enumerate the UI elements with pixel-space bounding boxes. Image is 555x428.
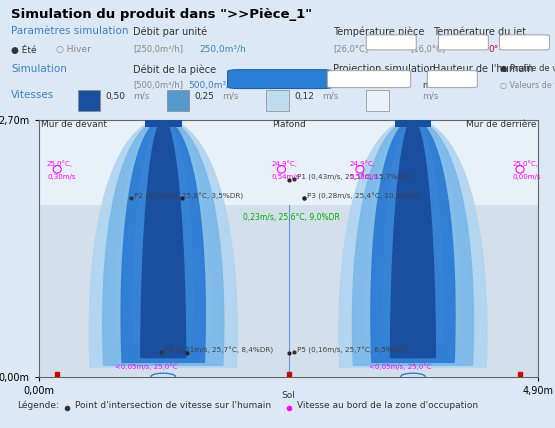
FancyBboxPatch shape xyxy=(327,71,411,88)
FancyBboxPatch shape xyxy=(438,35,488,50)
FancyBboxPatch shape xyxy=(500,35,549,50)
Text: [500,0m³/h]: [500,0m³/h] xyxy=(133,81,183,90)
Polygon shape xyxy=(121,120,163,363)
Text: Mur de devant: Mur de devant xyxy=(41,120,107,129)
Text: 0,30m/s: 0,30m/s xyxy=(47,174,75,180)
Bar xyxy=(366,90,388,111)
Text: P1 (0,43m/s, 25,1°C, 15,7%DR): P1 (0,43m/s, 25,1°C, 15,7%DR) xyxy=(297,173,411,181)
Polygon shape xyxy=(141,120,185,358)
Text: 35°: 35° xyxy=(511,39,526,48)
Text: Simulation du produit dans ">>Pièce_1": Simulation du produit dans ">>Pièce_1" xyxy=(11,8,312,21)
Text: 0,50: 0,50 xyxy=(105,92,125,101)
Text: P4 (0,21m/s, 25,7°C, 8,4%DR): P4 (0,21m/s, 25,7°C, 8,4%DR) xyxy=(164,346,274,354)
Text: Débit de la pièce: Débit de la pièce xyxy=(133,64,216,74)
Text: ● Été: ● Été xyxy=(11,45,37,55)
Text: m/s: m/s xyxy=(133,92,150,101)
Text: 25,0°C,: 25,0°C, xyxy=(47,160,73,167)
Text: ○ Hiver: ○ Hiver xyxy=(56,45,90,54)
Text: 0,23m/s, 25,6°C, 9,0%DR: 0,23m/s, 25,6°C, 9,0%DR xyxy=(243,213,340,222)
Text: Point d'intersection de vitesse sur l'humain: Point d'intersection de vitesse sur l'hu… xyxy=(75,401,271,410)
Text: Température pièce: Température pièce xyxy=(333,27,425,37)
Polygon shape xyxy=(413,120,455,363)
Text: Sol: Sol xyxy=(281,391,295,400)
Text: 0,58m/s: 0,58m/s xyxy=(350,174,378,180)
Text: Débit par unité: Débit par unité xyxy=(133,27,208,37)
Polygon shape xyxy=(352,120,413,365)
Text: 16,0°C: 16,0°C xyxy=(450,39,478,48)
FancyBboxPatch shape xyxy=(366,35,416,50)
Polygon shape xyxy=(339,120,413,367)
Text: 25,0°C,: 25,0°C, xyxy=(513,160,539,167)
Text: 26,0°C: 26,0°C xyxy=(377,39,406,48)
Bar xyxy=(395,118,431,128)
Text: 0,12: 0,12 xyxy=(294,92,314,101)
Bar xyxy=(166,90,189,111)
Bar xyxy=(266,90,289,111)
Polygon shape xyxy=(413,120,473,365)
Text: Légende:: Légende: xyxy=(17,401,58,410)
Text: Réinitialiser le débit: Réinitialiser le débit xyxy=(240,75,320,84)
Text: 0,25: 0,25 xyxy=(194,92,214,101)
Text: Vue de gauche ▼: Vue de gauche ▼ xyxy=(336,75,401,84)
FancyBboxPatch shape xyxy=(427,71,477,88)
Text: 500,0m³/h: 500,0m³/h xyxy=(189,81,235,90)
Text: 1,70m ▼: 1,70m ▼ xyxy=(435,75,468,84)
Polygon shape xyxy=(163,120,237,367)
Text: P2 (0,09m/s, 25,8°C, 3,5%DR): P2 (0,09m/s, 25,8°C, 3,5%DR) xyxy=(134,192,243,199)
Text: [26,0°C]: [26,0°C] xyxy=(333,45,368,54)
Text: Paramètres simulation: Paramètres simulation xyxy=(11,27,129,36)
Text: Vitesses: Vitesses xyxy=(11,90,54,100)
Text: Projection simulation: Projection simulation xyxy=(333,64,436,74)
Text: 0°: 0° xyxy=(488,45,498,54)
FancyBboxPatch shape xyxy=(228,70,333,89)
Text: Plafond: Plafond xyxy=(272,120,305,129)
Text: m/s: m/s xyxy=(422,92,438,101)
Text: Vitesse au bord de la zone d'occupation: Vitesse au bord de la zone d'occupation xyxy=(297,401,478,410)
Bar xyxy=(78,90,100,111)
Polygon shape xyxy=(163,120,205,363)
Text: Hauteur de l'humain: Hauteur de l'humain xyxy=(433,64,533,74)
Text: 250,0m³/h: 250,0m³/h xyxy=(200,45,246,54)
Bar xyxy=(39,205,538,377)
Text: 0,00m/s: 0,00m/s xyxy=(513,174,541,180)
Text: 0,54m/s: 0,54m/s xyxy=(271,174,300,180)
Text: ○ Valeurs de température: ○ Valeurs de température xyxy=(500,81,555,90)
Polygon shape xyxy=(89,120,163,367)
Polygon shape xyxy=(103,120,163,365)
Text: [16,0°C]: [16,0°C] xyxy=(411,45,446,54)
Text: P3 (0,28m/s, 25,4°C, 10,9%DR): P3 (0,28m/s, 25,4°C, 10,9%DR) xyxy=(307,192,421,199)
Text: m/s: m/s xyxy=(222,92,239,101)
Polygon shape xyxy=(371,120,413,363)
Text: <0,05m/s, 25,0°C: <0,05m/s, 25,0°C xyxy=(115,363,177,370)
Text: [250,0m³/h]: [250,0m³/h] xyxy=(133,45,183,54)
Polygon shape xyxy=(413,120,487,367)
Text: Température du jet: Température du jet xyxy=(433,27,526,37)
Polygon shape xyxy=(391,120,435,358)
Text: ● Profile de vitesse: ● Profile de vitesse xyxy=(500,64,555,73)
Text: 24,9°C,: 24,9°C, xyxy=(271,160,297,167)
Text: <0,05m/s, 25,0°C: <0,05m/s, 25,0°C xyxy=(370,363,432,370)
Bar xyxy=(145,118,181,128)
Text: Mur de derrière: Mur de derrière xyxy=(466,120,536,129)
Text: 24,9°C,: 24,9°C, xyxy=(350,160,376,167)
Polygon shape xyxy=(163,120,224,365)
Text: m/s: m/s xyxy=(322,92,339,101)
Text: Simulation: Simulation xyxy=(11,64,67,74)
Text: m: m xyxy=(422,81,430,90)
Text: P5 (0,16m/s, 25,7°C, 6,5%DR): P5 (0,16m/s, 25,7°C, 6,5%DR) xyxy=(297,346,406,354)
